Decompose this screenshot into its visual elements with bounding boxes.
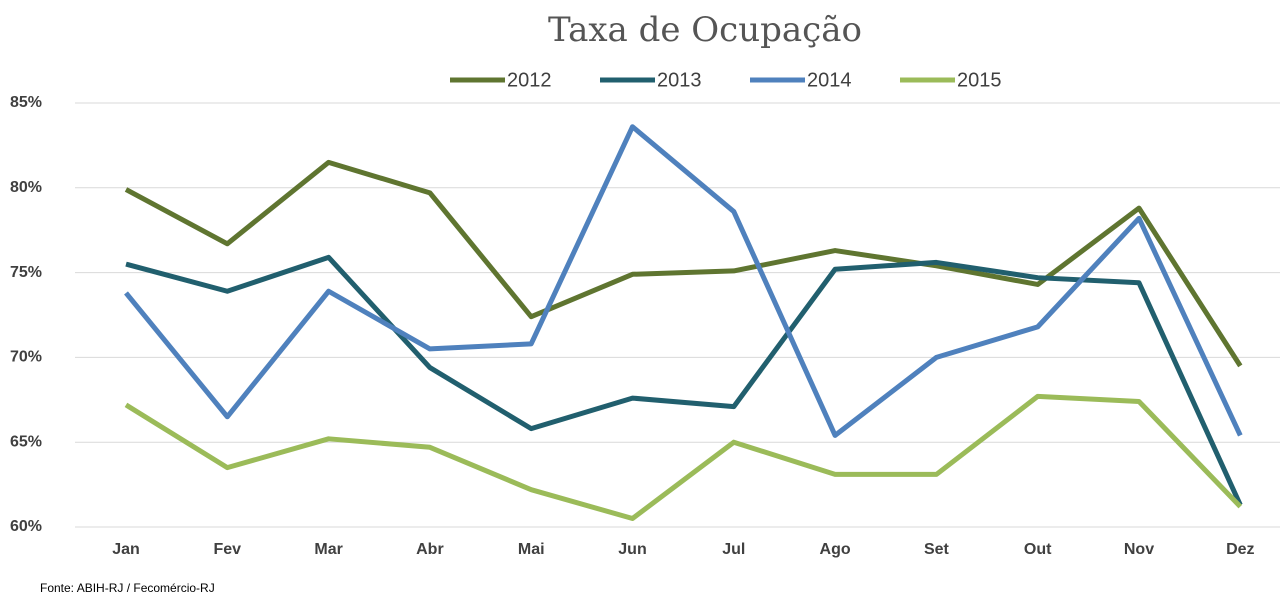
x-tick-label: Fev [214,541,242,558]
x-tick-label: Dez [1226,541,1254,558]
x-tick-label: Out [1024,541,1052,558]
series-line [124,159,1243,368]
legend-label: 2013 [657,69,702,91]
y-tick-label: 65% [10,433,42,450]
series-line [124,124,1243,438]
legend-label: 2012 [507,69,552,91]
legend-label: 2014 [807,69,852,91]
y-tick-label: 70% [10,349,42,366]
source-note: Fonte: ABIH-RJ / Fecomércio-RJ [40,581,215,595]
x-tick-label: Mai [518,541,545,558]
x-tick-label: Ago [820,541,851,558]
y-tick-label: 85% [10,94,42,111]
y-tick-label: 80% [10,179,42,196]
x-tick-label: Nov [1124,541,1154,558]
series-line [125,254,1243,506]
x-tick-label: Jul [722,541,745,558]
y-tick-label: 60% [10,518,42,535]
x-tick-label: Jun [618,541,646,558]
chart-title: Taxa de Ocupação [548,10,862,50]
x-tick-label: Jan [112,541,140,558]
x-tick-label: Mar [314,541,342,558]
y-tick-label: 75% [10,264,42,281]
legend-label: 2015 [957,69,1002,91]
x-tick-label: Set [924,541,950,558]
x-tick-label: Abr [416,541,444,558]
series-line [124,393,1243,522]
